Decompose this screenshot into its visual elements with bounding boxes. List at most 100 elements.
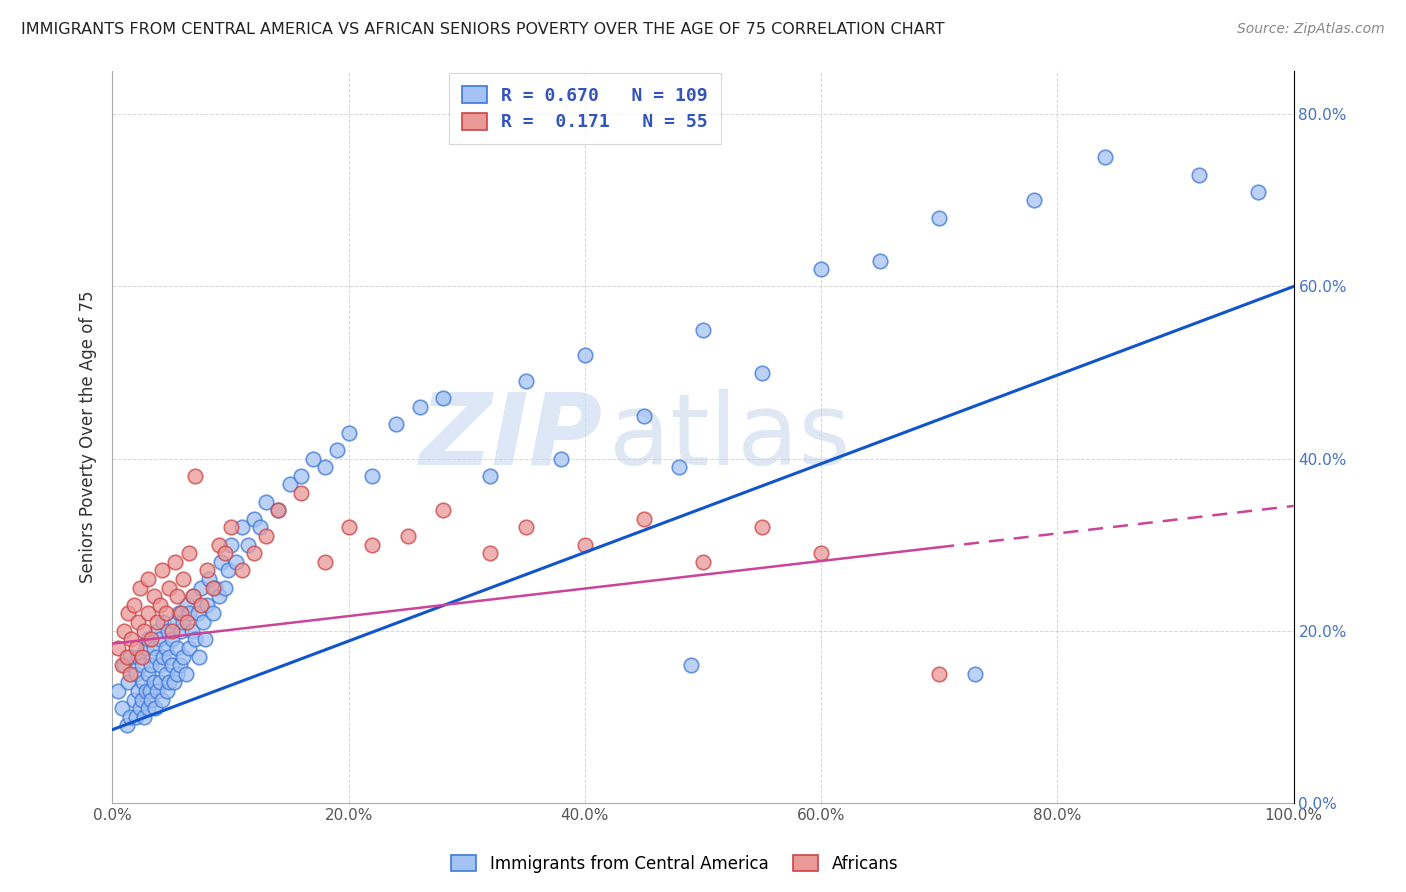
Point <box>166 666 188 681</box>
Point <box>136 572 159 586</box>
Point <box>142 675 165 690</box>
Point <box>254 494 277 508</box>
Point <box>1094 150 1116 164</box>
Point <box>810 546 832 560</box>
Point <box>249 520 271 534</box>
Point <box>180 624 202 638</box>
Point <box>150 564 173 578</box>
Point <box>152 649 174 664</box>
Point <box>120 649 142 664</box>
Point <box>155 666 177 681</box>
Point <box>149 675 172 690</box>
Point <box>136 701 159 715</box>
Point <box>681 658 703 673</box>
Legend: R = 0.670   N = 109, R =  0.171   N = 55: R = 0.670 N = 109, R = 0.171 N = 55 <box>449 73 721 145</box>
Point <box>176 615 198 629</box>
Point <box>668 460 690 475</box>
Point <box>194 632 217 647</box>
Point <box>174 666 197 681</box>
Point <box>184 468 207 483</box>
Point <box>107 684 129 698</box>
Point <box>117 607 139 621</box>
Point <box>125 710 148 724</box>
Point <box>751 520 773 534</box>
Point <box>149 598 172 612</box>
Point <box>314 460 336 475</box>
Point <box>170 624 193 638</box>
Point <box>201 607 224 621</box>
Point <box>928 666 950 681</box>
Point <box>139 684 162 698</box>
Point <box>163 675 186 690</box>
Point <box>122 692 145 706</box>
Point <box>550 451 572 466</box>
Point <box>142 640 165 655</box>
Point <box>574 538 596 552</box>
Point <box>361 538 384 552</box>
Point <box>181 589 204 603</box>
Point <box>302 451 325 466</box>
Text: ZIP: ZIP <box>419 389 603 485</box>
Point <box>127 684 149 698</box>
Point <box>243 546 266 560</box>
Point <box>167 607 190 621</box>
Point <box>201 581 224 595</box>
Point <box>156 684 179 698</box>
Point <box>751 366 773 380</box>
Point <box>408 400 430 414</box>
Point <box>231 520 253 534</box>
Point <box>217 564 239 578</box>
Point <box>187 649 209 664</box>
Point <box>219 520 242 534</box>
Point <box>633 409 655 423</box>
Y-axis label: Seniors Poverty Over the Age of 75: Seniors Poverty Over the Age of 75 <box>79 291 97 583</box>
Point <box>479 468 502 483</box>
Point <box>278 477 301 491</box>
Point <box>254 529 277 543</box>
Point <box>208 589 231 603</box>
Point <box>172 649 194 664</box>
Point <box>160 632 183 647</box>
Point <box>172 615 194 629</box>
Point <box>181 589 204 603</box>
Point <box>146 615 169 629</box>
Point <box>337 520 360 534</box>
Point <box>160 624 183 638</box>
Point <box>290 468 312 483</box>
Point <box>145 649 167 664</box>
Point <box>810 262 832 277</box>
Point <box>142 589 165 603</box>
Point <box>396 529 419 543</box>
Point <box>120 666 142 681</box>
Point <box>179 607 201 621</box>
Point <box>131 649 153 664</box>
Point <box>127 615 149 629</box>
Point <box>166 589 188 603</box>
Point <box>141 692 163 706</box>
Point <box>195 564 218 578</box>
Point <box>132 675 155 690</box>
Point <box>111 658 134 673</box>
Point <box>146 624 169 638</box>
Point <box>1247 185 1270 199</box>
Point <box>120 632 142 647</box>
Point <box>190 581 212 595</box>
Point <box>157 581 180 595</box>
Point <box>204 581 226 595</box>
Point <box>143 701 166 715</box>
Point <box>963 666 986 681</box>
Point <box>184 632 207 647</box>
Point <box>149 632 172 647</box>
Point <box>231 564 253 578</box>
Point <box>574 348 596 362</box>
Point <box>170 607 193 621</box>
Point <box>157 649 180 664</box>
Point <box>515 520 537 534</box>
Point <box>186 607 208 621</box>
Point <box>479 546 502 560</box>
Point <box>111 701 134 715</box>
Point <box>112 658 135 673</box>
Point <box>243 512 266 526</box>
Point <box>150 692 173 706</box>
Point <box>326 442 349 457</box>
